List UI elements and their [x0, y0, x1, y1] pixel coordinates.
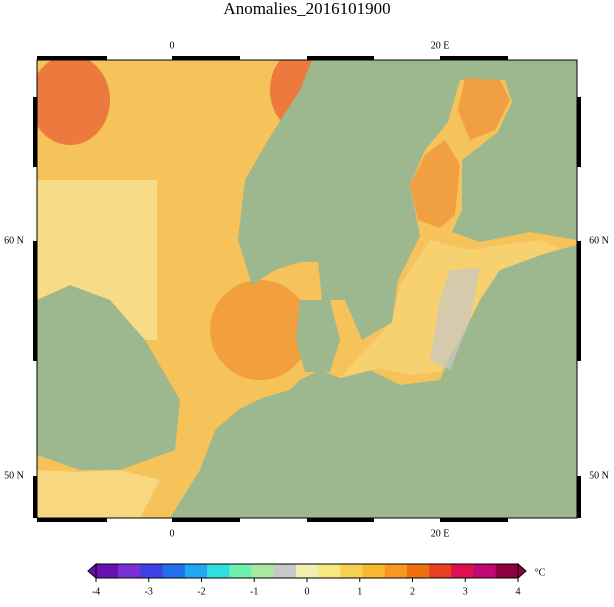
colorbar-tick-label: -4: [92, 586, 100, 597]
colorbar-tick-label: -2: [197, 586, 205, 597]
colorbar-segment: [406, 564, 430, 578]
colorbar-segment: [273, 564, 297, 578]
colorbar-tick-label: -1: [250, 586, 258, 597]
colorbar-segment: [140, 564, 164, 578]
lat-label: 60 N: [589, 235, 609, 246]
colorbar-tick-label: 2: [410, 586, 415, 597]
lon-label: 0: [170, 528, 175, 539]
lon-label: 20 E: [431, 528, 450, 539]
lat-label: 50 N: [4, 470, 24, 481]
lat-label: 50 N: [589, 470, 609, 481]
colorbar-tick-label: 0: [305, 586, 310, 597]
colorbar-arrow: [517, 562, 527, 580]
colorbar-tick-label: 3: [463, 586, 468, 597]
colorbar-segment: [318, 564, 341, 578]
colorbar-tick-label: 4: [516, 586, 521, 597]
colorbar-segment: [295, 564, 319, 578]
colorbar-segment: [429, 564, 452, 578]
lat-label: 60 N: [4, 235, 24, 246]
colorbar-tick-label: -3: [145, 586, 153, 597]
colorbar-segment: [162, 564, 186, 578]
colorbar-segment: [184, 564, 208, 578]
colorbar-segment: [495, 564, 519, 578]
colorbar-unit: °C: [535, 567, 546, 578]
map-area: [37, 60, 577, 518]
colorbar-segment: [96, 564, 119, 578]
colorbar-segment: [340, 564, 364, 578]
lon-label: 0: [170, 40, 175, 51]
colorbar-segment: [473, 564, 497, 578]
colorbar-segment: [384, 564, 408, 578]
frame-ticks: [33, 56, 581, 522]
map-title: Anomalies_2016101900: [223, 0, 390, 18]
colorbar-segment: [362, 564, 386, 578]
colorbar-arrow: [87, 562, 97, 580]
colorbar-segment: [251, 564, 275, 578]
colorbar: -4 -3 -2 -1 0 1 2 3 4: [87, 562, 527, 597]
colorbar-segment: [207, 564, 230, 578]
colorbar-segment: [229, 564, 252, 578]
colorbar-tick-label: 1: [357, 586, 362, 597]
lon-label: 20 E: [431, 40, 450, 51]
colorbar-segment: [118, 564, 141, 578]
colorbar-segment: [451, 564, 475, 578]
